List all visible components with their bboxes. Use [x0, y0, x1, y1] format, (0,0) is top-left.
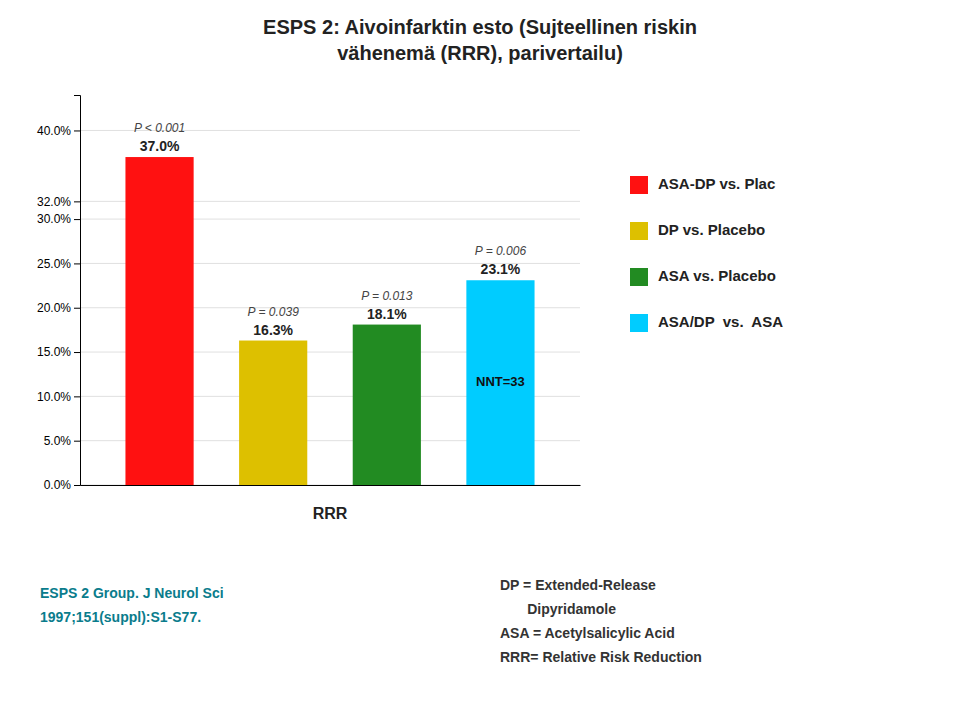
note: DP = Extended-Release	[500, 577, 656, 593]
legend: ASA-DP vs. Plac DP vs. Placebo ASA vs. Pla…	[630, 175, 783, 332]
y-tick-label: 32.0%	[37, 195, 71, 209]
source: 1997;151(suppl):S1-S77.	[40, 609, 201, 625]
y-tick: 30.0%	[37, 212, 80, 226]
y-tick-mark	[74, 485, 80, 486]
legend-item: DP vs. Placebo	[630, 221, 765, 240]
y-axis: 0.0% 5.0% 10.0% 15.0% 20.0% 25.0% 30.0% 32.0% 40…	[37, 96, 81, 493]
bar-note: P = 0.039	[248, 305, 300, 319]
legend-label: DP vs. Placebo	[658, 221, 765, 238]
y-tick-label: 40.0%	[37, 124, 71, 138]
bar	[239, 341, 307, 485]
chart-svg: ESPS 2: Aivoinfarktin esto (Sujteellinen…	[0, 0, 960, 716]
bar-note: P = 0.006	[475, 244, 527, 258]
legend-item: ASA/DP vs. ASA	[630, 313, 783, 332]
note: ASA = Acetylsalicylic Acid	[500, 625, 675, 641]
y-tick-mark	[74, 441, 80, 442]
legend-label: ASA-DP vs. Plac	[658, 175, 775, 192]
y-tick-mark	[74, 219, 80, 220]
title-line: ESPS 2: Aivoinfarktin esto (Sujteellinen…	[263, 16, 697, 38]
y-tick-mark	[74, 308, 80, 309]
value-label: 23.1%	[481, 261, 521, 277]
bar-labels: 37.0% P < 0.001 16.3% P = 0.039 18.1% P = 0.0…	[134, 121, 526, 389]
y-tick: 20.0%	[37, 301, 80, 315]
x-axis-title: RRR	[313, 505, 348, 522]
source: ESPS 2 Group. J Neurol Sci	[40, 585, 224, 601]
y-tick-label: 25.0%	[37, 257, 71, 271]
note: Dipyridamole	[500, 601, 616, 617]
legend-swatch	[630, 222, 648, 240]
legend-swatch	[630, 314, 648, 332]
bars	[125, 157, 534, 485]
title: ESPS 2: Aivoinfarktin esto (Sujteellinen…	[263, 16, 697, 64]
bar	[125, 157, 193, 485]
bar	[353, 325, 421, 485]
legend-label: ASA vs. Placebo	[658, 267, 776, 284]
legend-item: ASA-DP vs. Plac	[630, 175, 775, 194]
annotation: NNT=33	[476, 374, 525, 389]
y-tick-label: 15.0%	[37, 345, 71, 359]
title-line: vähenemä (RRR), parivertailu)	[337, 42, 623, 64]
y-tick-mark	[74, 201, 80, 202]
y-tick-label: 10.0%	[37, 390, 71, 404]
y-tick-label: 0.0%	[44, 478, 72, 492]
value-label: 16.3%	[253, 322, 293, 338]
y-tick-mark	[74, 352, 80, 353]
bar-note: P = 0.013	[361, 289, 413, 303]
y-tick: 5.0%	[44, 434, 80, 448]
legend-item: ASA vs. Placebo	[630, 267, 776, 286]
y-tick: 15.0%	[37, 345, 80, 359]
legend-label: ASA/DP vs. ASA	[658, 313, 783, 330]
y-tick-label: 20.0%	[37, 301, 71, 315]
y-tick-label: 30.0%	[37, 212, 71, 226]
y-tick: 0.0%	[44, 478, 80, 492]
y-tick-mark	[74, 396, 80, 397]
y-tick: 10.0%	[37, 390, 80, 404]
y-tick-mark	[74, 130, 80, 131]
legend-swatch	[630, 268, 648, 286]
value-label: 18.1%	[367, 306, 407, 322]
y-tick: 25.0%	[37, 257, 80, 271]
y-tick-label: 5.0%	[44, 434, 72, 448]
x-axis	[81, 485, 581, 486]
grid	[80, 130, 580, 485]
value-label: 37.0%	[140, 138, 180, 154]
note: RRR= Relative Risk Reduction	[500, 649, 702, 665]
bar-note: P < 0.001	[134, 121, 185, 135]
bar	[466, 280, 534, 485]
plot: 0.0% 5.0% 10.0% 15.0% 20.0% 25.0% 30.0% 32.0% 40…	[37, 96, 581, 523]
y-tick: 32.0%	[37, 195, 80, 209]
y-tick-mark	[74, 263, 80, 264]
y-tick: 40.0%	[37, 124, 80, 138]
x-axis-line	[81, 485, 581, 486]
y-axis-line	[74, 96, 81, 486]
legend-swatch	[630, 176, 648, 194]
